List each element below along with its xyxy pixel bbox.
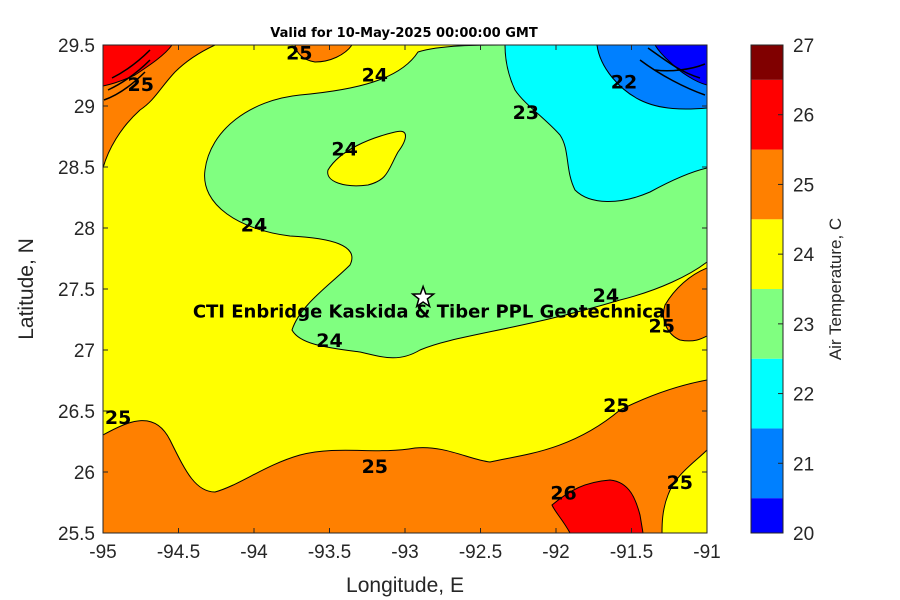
contour-label: 24	[593, 285, 619, 307]
contour-label: 24	[316, 330, 342, 352]
contour-label: 24	[241, 214, 267, 236]
x-tick-label: -93.5	[308, 542, 351, 563]
x-tick-label: -91.5	[610, 542, 653, 563]
colorbar-tick-label: 27	[793, 36, 814, 57]
x-tick-label: -93	[391, 542, 418, 563]
y-tick-label: 27	[74, 341, 95, 362]
y-axis-label: Latitude, N	[15, 238, 38, 340]
colorbar-tick-label: 20	[793, 524, 814, 545]
colorbar-segment	[751, 219, 783, 289]
contour-label: 25	[362, 456, 388, 478]
y-tick-label: 27.5	[58, 280, 95, 301]
contour-label: 24	[331, 139, 357, 161]
colorbar-segment	[751, 498, 783, 533]
y-tick-label: 28	[74, 219, 95, 240]
y-tick-label: 28.5	[58, 158, 95, 179]
colorbar-segment	[751, 289, 783, 359]
x-tick-label: -94.5	[157, 542, 200, 563]
x-tick-label: -92	[542, 542, 569, 563]
colorbar: 20 21 22 23 24 25 26 27	[750, 36, 815, 545]
contour-label: 24	[362, 64, 388, 86]
contour-label: 22	[611, 72, 637, 94]
x-tick-label: -94	[240, 542, 268, 563]
y-tick-label: 29	[74, 97, 95, 118]
contour-fill-layer	[103, 45, 707, 533]
region-air-temp-26	[663, 267, 707, 342]
colorbar-label: Air Temperature, C	[826, 218, 845, 360]
y-axis: 25.5 26 26.5 27 27.5 28 28.5 29 29.5	[58, 36, 707, 545]
colorbar-tick-label: 21	[793, 454, 814, 475]
colorbar-segment	[751, 79, 783, 150]
x-axis-label: Longitude, E	[346, 574, 464, 597]
y-tick-label: 29.5	[58, 36, 95, 57]
colorbar-segment	[751, 358, 783, 429]
site-marker-group: CTI Enbridge Kaskida & Tiber PPL Geotech…	[193, 284, 671, 323]
x-tick-label: -92.5	[459, 542, 502, 563]
colorbar-tick-label: 23	[793, 315, 814, 336]
colorbar-segment	[751, 428, 783, 499]
contour-label: 25	[648, 316, 674, 338]
region-air-temp-25	[103, 45, 707, 533]
region-air-temp-27	[103, 45, 173, 87]
colorbar-tick-label: 26	[793, 106, 814, 127]
y-tick-label: 26	[74, 463, 95, 484]
colorbar-segment	[751, 45, 783, 80]
region-air-temp-25	[661, 449, 707, 533]
x-tick-label: -95	[89, 542, 116, 563]
region-air-temp-26	[294, 45, 353, 63]
contour-label: 25	[286, 42, 312, 64]
colorbar-segment	[751, 149, 783, 220]
colorbar-tick-label: 22	[793, 385, 814, 406]
y-tick-label: 26.5	[58, 402, 95, 423]
contour-label: 25	[105, 407, 131, 429]
region-air-temp-21	[654, 45, 707, 86]
contour-label-layer: 25 24 25 23 22 24 24 24 25 24 25 25 25 26 25	[105, 42, 693, 504]
colorbar-tick-label: 24	[793, 245, 815, 266]
y-tick-label: 25.5	[58, 524, 95, 545]
x-axis: -95 -94.5 -94 -93.5 -93 -92.5 -92 -91.5 -91	[89, 45, 721, 563]
contour-label: 23	[513, 102, 539, 124]
site-star-icon	[410, 284, 436, 309]
contour-label: 25	[603, 395, 629, 417]
colorbar-frame	[750, 44, 784, 534]
colorbar-tick-label: 25	[793, 175, 814, 196]
contour-label: 25	[667, 472, 693, 494]
region-air-temp-27	[551, 479, 644, 533]
contour-label: 25	[128, 74, 154, 96]
contour-label: 26	[550, 483, 576, 505]
site-label: CTI Enbridge Kaskida & Tiber PPL Geotech…	[193, 302, 671, 323]
x-tick-label: -91	[693, 542, 720, 563]
region-air-temp-26	[103, 379, 707, 533]
chart-title: Valid for 10-May-2025 00:00:00 GMT	[270, 26, 538, 41]
region-air-temp-25	[327, 130, 406, 187]
